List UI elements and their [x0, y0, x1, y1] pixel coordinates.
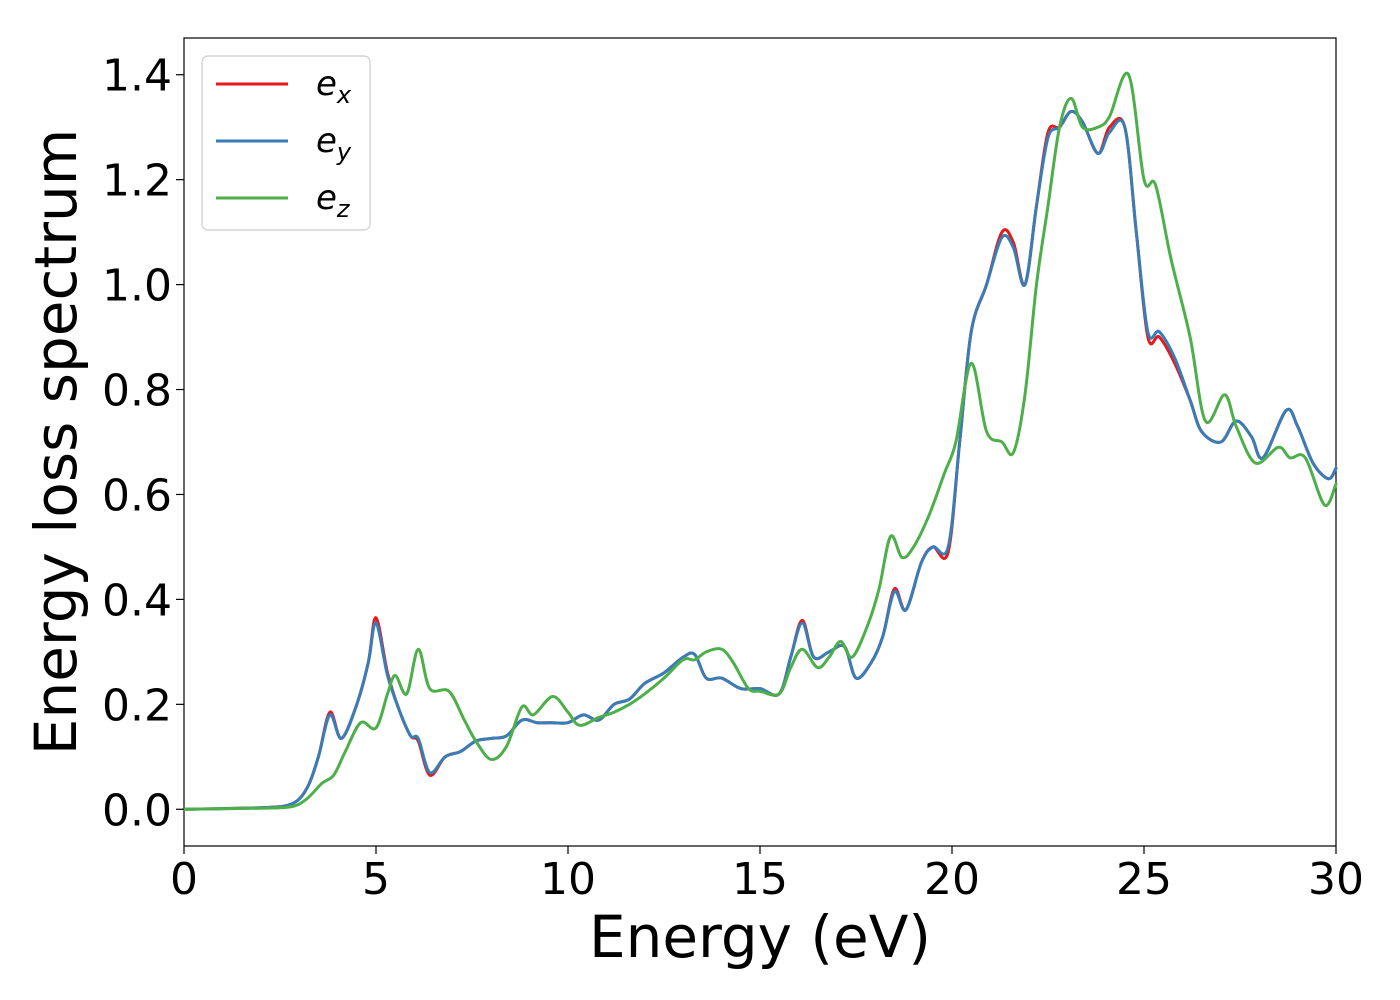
y-tick-label: 1.0 — [102, 261, 172, 312]
x-tick-label: 20 — [924, 854, 980, 905]
legend-label-ey: ey — [316, 121, 352, 166]
y-tick-label: 1.4 — [102, 51, 172, 102]
y-tick-label: 0.2 — [102, 680, 172, 731]
x-axis-ticks: 0 5 10 15 20 25 30 — [170, 846, 1364, 905]
legend-label-ez: ez — [316, 178, 351, 223]
legend: ex ey ez — [201, 55, 371, 231]
y-tick-label: 0.6 — [102, 470, 172, 521]
y-tick-label: 0.8 — [102, 366, 172, 417]
x-tick-label: 5 — [362, 854, 390, 905]
legend-label-ex: ex — [316, 64, 352, 109]
legend-box — [201, 55, 371, 231]
x-tick-label: 30 — [1308, 854, 1364, 905]
series-line-ey — [182, 109, 1338, 811]
x-tick-label: 25 — [1116, 854, 1172, 905]
y-tick-label: 0.0 — [102, 785, 172, 836]
x-tick-label: 10 — [540, 854, 596, 905]
series-layer — [182, 71, 1338, 811]
y-tick-label: 0.4 — [102, 575, 172, 626]
y-tick-label: 1.2 — [102, 156, 172, 207]
x-tick-label: 15 — [732, 854, 788, 905]
x-axis-title: Energy (eV) — [589, 903, 931, 971]
x-tick-label: 0 — [170, 854, 198, 905]
series-line-ez — [182, 71, 1338, 811]
y-axis-ticks: 0.0 0.2 0.4 0.6 0.8 1.0 1.2 1.4 — [102, 51, 184, 836]
y-axis-title: Energy loss spectrum — [22, 129, 90, 755]
